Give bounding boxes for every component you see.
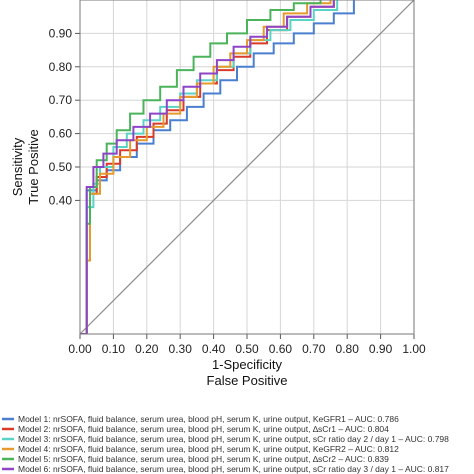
x-tick-label: 0.80: [336, 342, 360, 356]
x-tick-label: 0.50: [235, 342, 259, 356]
reference-diagonal: [79, 0, 415, 335]
y-tick-label: 0.90: [49, 26, 73, 40]
x-tick-label: 0.70: [302, 342, 326, 356]
y-tick-label: 0.80: [49, 60, 73, 74]
chance-line: [79, 0, 415, 335]
y-tick-label: 0.70: [49, 93, 73, 107]
y-tick-label: 0.40: [49, 193, 73, 207]
x-axis-label: 1-Specificity: [212, 357, 283, 372]
x-tick-label: 0.40: [202, 342, 226, 356]
legend-entry: Model 2: nrSOFA, fluid balance, serum ur…: [18, 424, 389, 434]
legend-entry: Model 1: nrSOFA, fluid balance, serum ur…: [18, 414, 399, 424]
x-tick-label: 0.60: [269, 342, 293, 356]
roc-curve-model-6: [80, 0, 335, 334]
y-tick-label: 0.50: [49, 160, 73, 174]
roc-curve-model-5: [80, 0, 322, 334]
legend-entry: Model 3: nrSOFA, fluid balance, serum ur…: [18, 434, 449, 444]
y-tick-label: 0.60: [49, 127, 73, 141]
axes: 0.00 0.10 0.20 0.30 0.40 0.50 0.60 0.70 0.80 0.90…: [49, 0, 426, 356]
plot-frame: [79, 0, 415, 335]
x-tick-label: 0.90: [369, 342, 393, 356]
roc-series: [80, 0, 355, 334]
y-axis-label-secondary: True Positive: [26, 129, 41, 204]
x-axis-label-secondary: False Positive: [207, 373, 288, 388]
legend-entry: Model 5: nrSOFA, fluid balance, serum ur…: [18, 454, 389, 464]
x-tick-label: 0.10: [102, 342, 126, 356]
x-tick-label: 1.00: [402, 342, 426, 356]
x-tick-label: 0.00: [68, 342, 92, 356]
y-axis-label: Sensitivity: [10, 137, 25, 196]
legend: Model 1: nrSOFA, fluid balance, serum ur…: [2, 414, 449, 474]
x-tick-label: 0.20: [135, 342, 159, 356]
legend-entry: Model 4: nrSOFA, fluid balance, serum ur…: [18, 444, 399, 454]
legend-entry: Model 6: nrSOFA, fluid balance, serum ur…: [18, 464, 449, 474]
x-tick-label: 0.30: [169, 342, 193, 356]
